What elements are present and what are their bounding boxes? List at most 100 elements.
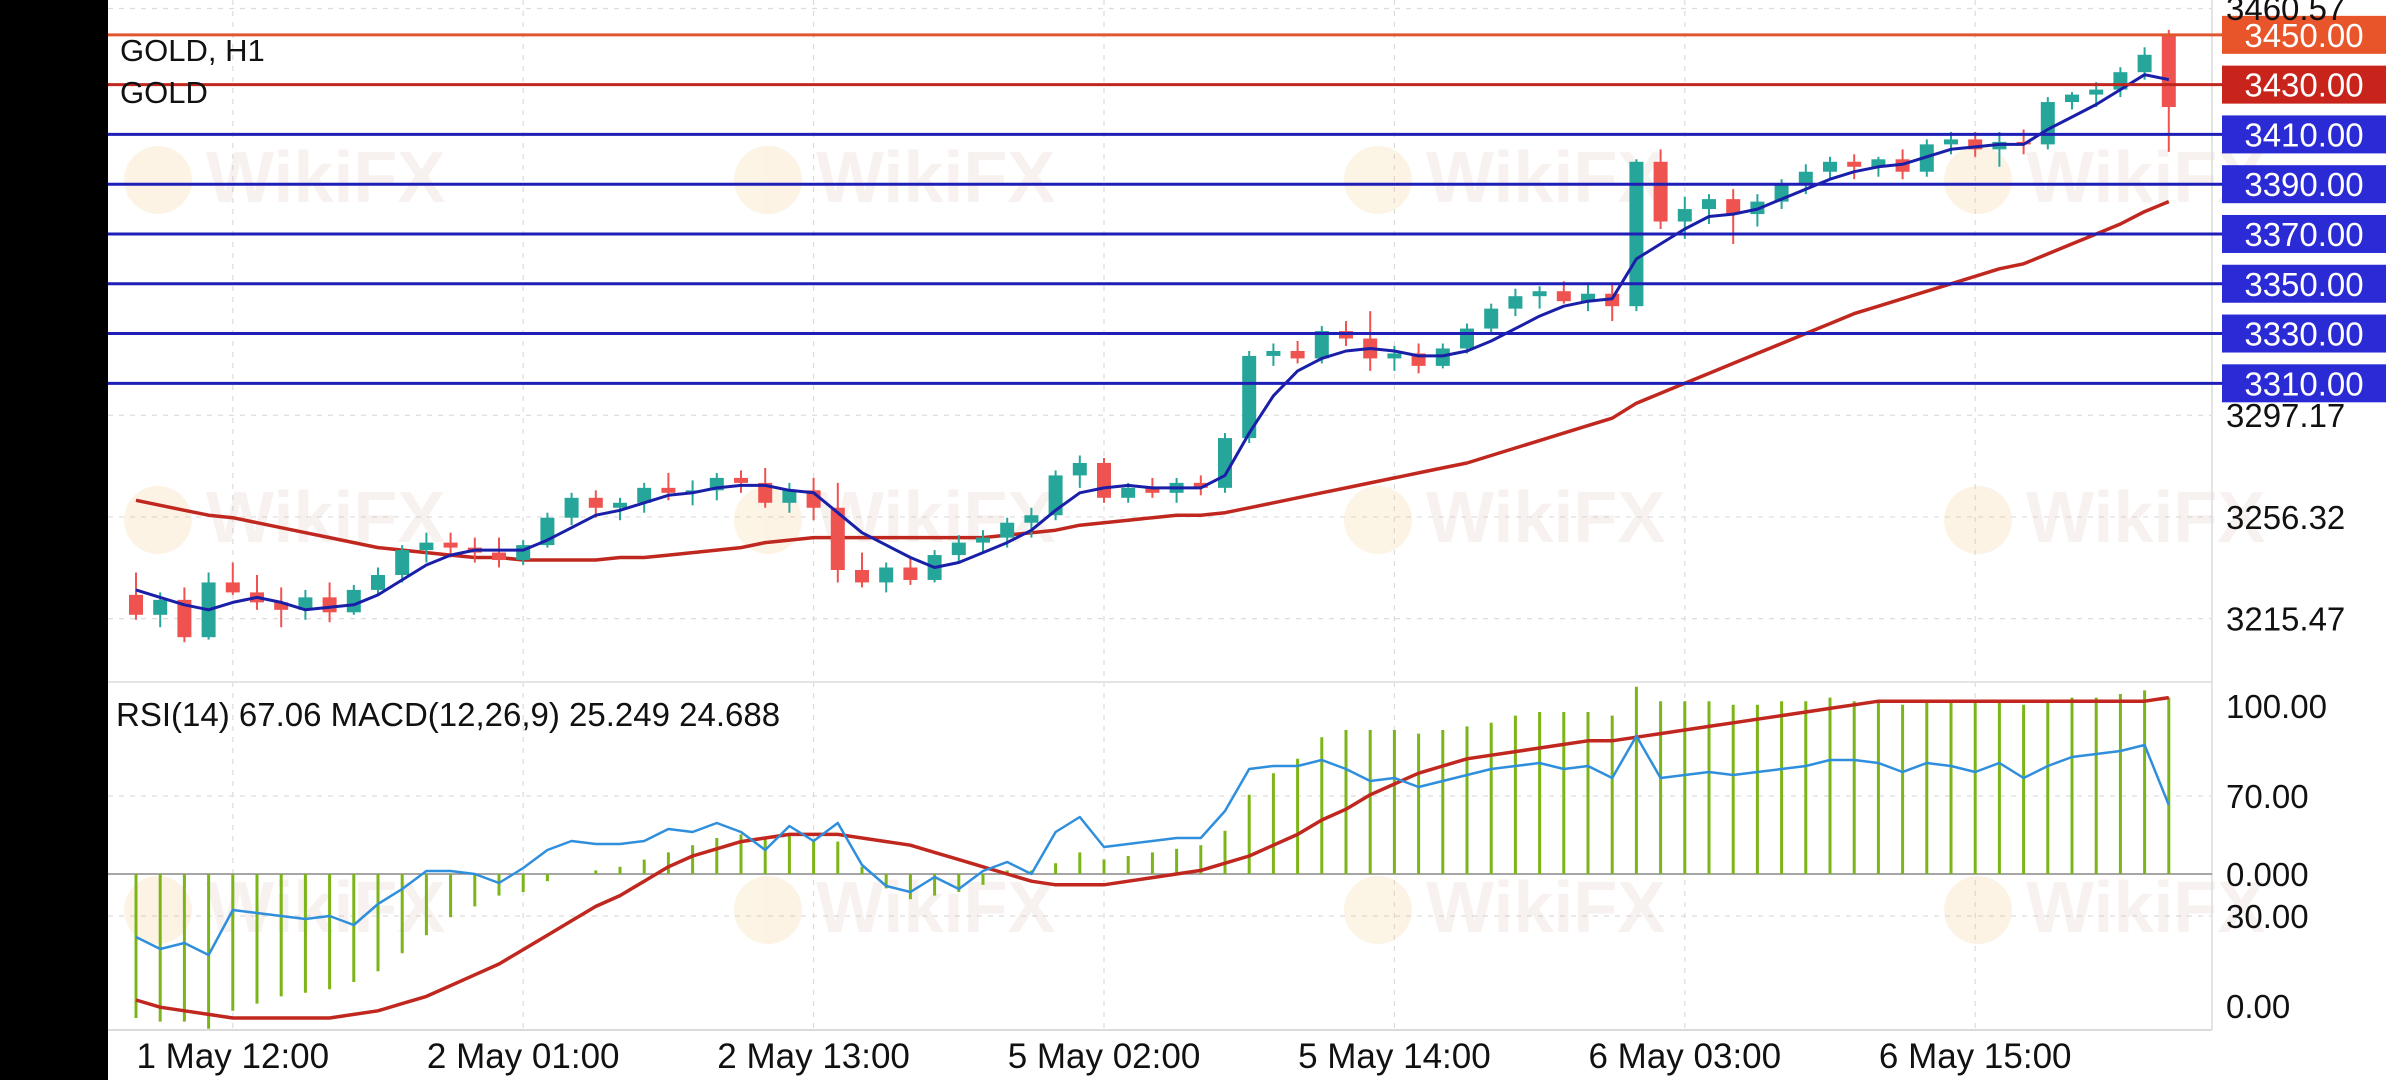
rsi-path (135, 734, 2170, 957)
candle-body (2161, 34, 2176, 108)
symbol-label: GOLD (120, 75, 208, 110)
level-line[interactable]: 3330.00 (108, 314, 2386, 353)
time-axis-label: 2 May 13:00 (717, 1037, 910, 1076)
candle-body (1871, 159, 1886, 167)
candle[interactable] (976, 530, 990, 553)
level-line[interactable]: 3410.00 (108, 115, 2386, 154)
candle[interactable] (637, 482, 652, 513)
watermark-logo-icon (1944, 486, 2012, 554)
price-tag-label: 3450.00 (2244, 17, 2363, 54)
candle[interactable] (1484, 303, 1499, 334)
watermark-logo-icon (1344, 146, 1412, 214)
candle[interactable] (419, 532, 434, 563)
candle[interactable] (371, 567, 385, 595)
candle[interactable] (855, 552, 869, 588)
candle[interactable] (1823, 156, 1837, 180)
candle[interactable] (879, 562, 894, 593)
candle-body (1242, 355, 1257, 439)
watermark-text: WikiFX (2026, 478, 2265, 558)
candle[interactable] (951, 535, 966, 563)
candle[interactable] (564, 492, 579, 526)
level-lines[interactable]: 3450.00 3430.00 3410.00 3390.00 3370.00 3350.… (108, 15, 2386, 403)
candle[interactable] (830, 482, 845, 583)
candle-body (1072, 462, 1087, 476)
candle[interactable] (1024, 507, 1039, 538)
candle[interactable] (2161, 29, 2176, 152)
level-line[interactable]: 3310.00 (108, 364, 2386, 403)
candle-body (153, 599, 168, 615)
candle-body (443, 542, 458, 548)
candle[interactable] (2040, 97, 2055, 150)
price-tag (2222, 115, 2386, 154)
price-tag-label: 3370.00 (2244, 216, 2363, 253)
candle-body (637, 487, 652, 503)
watermark: WikiFX (1344, 138, 1665, 218)
candle[interactable] (395, 545, 410, 583)
candle-body (1823, 161, 1837, 172)
candle[interactable] (1097, 457, 1111, 503)
candle-body (1266, 350, 1281, 356)
candle[interactable] (1290, 341, 1305, 364)
level-line[interactable]: 3370.00 (108, 214, 2386, 253)
candle[interactable] (443, 532, 458, 558)
candle-body (274, 602, 289, 610)
candle-body (1532, 291, 1547, 297)
candle-body (1460, 328, 1474, 349)
candle[interactable] (177, 587, 192, 643)
watermark-text: WikiFX (1426, 868, 1665, 948)
level-line[interactable]: 3350.00 (108, 264, 2386, 303)
level-line[interactable]: 3450.00 (108, 15, 2386, 54)
watermark-text: WikiFX (816, 138, 1055, 218)
candle[interactable] (588, 490, 603, 518)
watermark-logo-icon (1944, 146, 2012, 214)
candle-body (564, 497, 579, 518)
candle[interactable] (492, 537, 506, 568)
candle-body (1218, 438, 1232, 488)
candle-body (734, 477, 748, 483)
time-axis-label: 1 May 12:00 (136, 1037, 329, 1076)
watermark: WikiFX (1344, 868, 1665, 948)
candle[interactable] (298, 589, 313, 620)
level-line[interactable]: 3390.00 (108, 165, 2386, 204)
candle[interactable] (346, 584, 361, 615)
candle[interactable] (758, 467, 773, 508)
watermark-logo-icon (734, 876, 802, 944)
candle[interactable] (1532, 286, 1547, 309)
candle[interactable] (1653, 149, 1668, 229)
candle[interactable] (1266, 343, 1281, 366)
candle-body (225, 582, 240, 593)
indicator-axis-labels: 100.00 70.00 0.000 30.00 0.00 (2226, 688, 2327, 1025)
candle[interactable] (1508, 288, 1523, 317)
candle[interactable] (2065, 92, 2079, 110)
candle-body (782, 490, 797, 503)
candle[interactable] (225, 562, 240, 595)
candle-body (2137, 54, 2152, 73)
left-bezel (0, 0, 108, 1080)
watermark-logo-icon (124, 486, 192, 554)
candle[interactable] (129, 572, 143, 620)
candle-body (1314, 331, 1329, 359)
candle-body (1508, 296, 1523, 309)
candle[interactable] (1242, 350, 1257, 444)
candle[interactable] (1072, 455, 1087, 488)
watermark: WikiFX (1944, 868, 2265, 948)
candle-body (371, 574, 385, 590)
candle[interactable] (1581, 283, 1595, 312)
candle[interactable] (1847, 154, 1862, 180)
candle-body (1024, 515, 1039, 523)
candle[interactable] (734, 470, 748, 493)
candle[interactable] (1193, 475, 1208, 496)
candle[interactable] (274, 587, 289, 628)
candle-body (661, 487, 676, 493)
candle[interactable] (903, 557, 918, 585)
candle[interactable] (1677, 196, 1692, 239)
candle[interactable] (1218, 433, 1232, 493)
level-line[interactable]: 3430.00 (108, 65, 2386, 104)
candle[interactable] (201, 572, 216, 640)
candle[interactable] (1702, 194, 1716, 225)
candle[interactable] (782, 482, 797, 513)
macd-signal-path (135, 695, 2170, 1020)
candle[interactable] (1968, 131, 1983, 157)
price-axis-label: 3256.32 (2226, 499, 2345, 536)
